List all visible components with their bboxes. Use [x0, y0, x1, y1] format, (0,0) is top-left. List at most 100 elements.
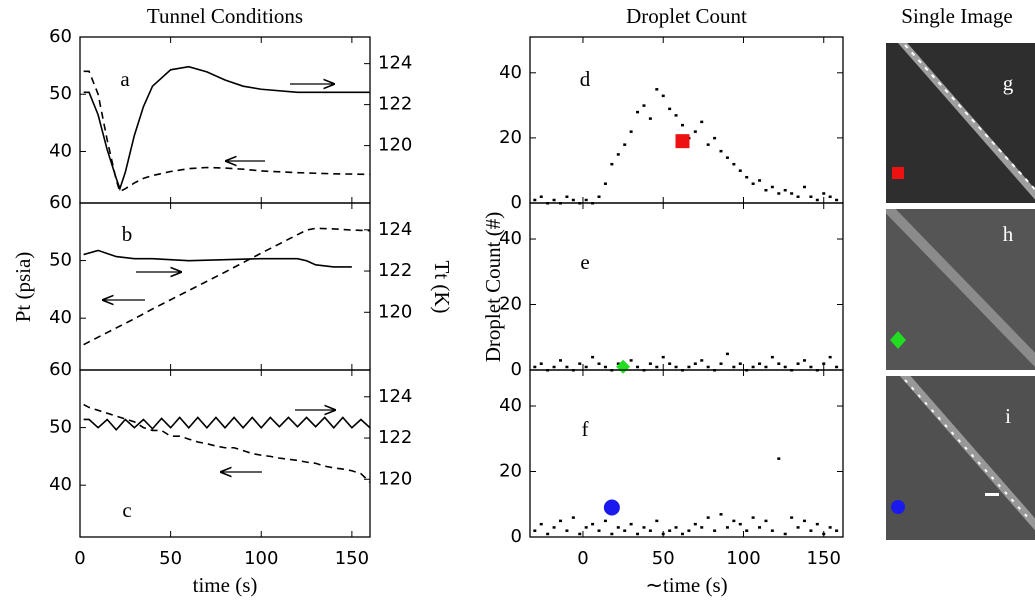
- data-point: [796, 526, 800, 529]
- data-point: [777, 457, 781, 460]
- y-tick-label: 40: [499, 62, 522, 83]
- y2-tick-label: 120: [378, 468, 412, 489]
- data-point: [745, 529, 749, 532]
- x-tick-label: 150: [335, 548, 369, 569]
- data-point: [584, 365, 588, 369]
- data-point: [700, 359, 704, 362]
- y-tick-label: 0: [511, 359, 522, 380]
- data-point: [597, 529, 601, 532]
- data-point: [693, 362, 697, 365]
- data-point: [828, 195, 832, 198]
- y-tick-label: 20: [499, 461, 522, 482]
- panel-label: d: [580, 67, 591, 91]
- column-title: Droplet Count: [626, 4, 747, 28]
- data-line: [83, 70, 371, 193]
- data-line: [83, 227, 371, 346]
- panel-label: a: [120, 67, 130, 91]
- y-tick-label: 40: [499, 228, 522, 249]
- data-point: [700, 526, 704, 529]
- data-point: [770, 355, 774, 359]
- data-point: [629, 130, 633, 133]
- data-point: [603, 182, 607, 185]
- data-point: [822, 532, 826, 536]
- y2-tick-label: 124: [378, 219, 412, 240]
- data-point: [623, 143, 627, 146]
- x-tick-label: 0: [74, 548, 85, 569]
- y-axis-label: Pt (psia): [11, 252, 35, 323]
- data-point: [552, 526, 556, 529]
- data-point: [642, 104, 646, 107]
- data-point: [591, 522, 595, 526]
- data-point: [661, 532, 665, 536]
- plot-frame: [79, 369, 371, 538]
- data-point: [764, 365, 768, 369]
- data-point: [623, 529, 627, 532]
- y2-tick-label: 122: [378, 427, 412, 448]
- data-point: [533, 198, 537, 202]
- data-point: [655, 519, 659, 523]
- data-point: [539, 195, 543, 198]
- data-point: [706, 143, 710, 146]
- data-point: [571, 198, 575, 202]
- data-point: [616, 526, 620, 529]
- data-point: [687, 529, 691, 532]
- data-point: [738, 522, 742, 526]
- data-point: [835, 365, 839, 369]
- data-point: [584, 526, 588, 529]
- data-point: [796, 362, 800, 365]
- y2-tick-label: 120: [378, 135, 412, 156]
- data-point: [822, 362, 826, 365]
- y-tick-label: 50: [49, 83, 72, 104]
- data-point: [783, 365, 787, 369]
- plot-frame: [529, 369, 844, 538]
- plot-frame: [529, 36, 844, 204]
- data-point: [796, 195, 800, 198]
- data-point: [815, 522, 819, 526]
- data-point: [668, 362, 672, 365]
- data-point: [668, 107, 672, 111]
- data-point: [648, 117, 652, 120]
- data-point: [719, 149, 723, 153]
- data-point: [751, 516, 755, 519]
- data-point: [764, 188, 768, 192]
- data-point: [636, 110, 640, 114]
- data-point: [571, 516, 575, 519]
- y-tick-label: 60: [49, 359, 72, 380]
- y-tick-label: 20: [499, 294, 522, 315]
- data-point: [758, 362, 762, 365]
- image-i: [886, 376, 1035, 540]
- data-point: [597, 195, 601, 198]
- data-point: [809, 365, 813, 369]
- data-line: [83, 65, 370, 192]
- data-point: [674, 114, 678, 117]
- data-point: [565, 365, 569, 369]
- y-tick-label: 20: [499, 127, 522, 148]
- data-point: [809, 195, 813, 198]
- y-tick-label: 0: [511, 526, 522, 547]
- y2-tick-label: 120: [378, 301, 412, 322]
- x-axis-label: time (s): [193, 573, 258, 597]
- data-point: [738, 169, 742, 172]
- data-point: [636, 532, 640, 536]
- data-point: [770, 529, 774, 532]
- data-point: [636, 365, 640, 369]
- data-point: [565, 195, 569, 198]
- highlight-marker: [603, 499, 620, 516]
- y2-tick-label: 122: [378, 260, 412, 281]
- y-tick-label: 60: [49, 192, 72, 213]
- y2-tick-label: 124: [378, 53, 412, 74]
- data-point: [732, 365, 736, 369]
- data-point: [552, 198, 556, 202]
- data-point: [802, 185, 806, 189]
- data-point: [693, 522, 697, 526]
- data-point: [610, 162, 614, 166]
- panel-label: b: [122, 222, 133, 246]
- data-point: [539, 522, 543, 526]
- data-point: [802, 519, 806, 523]
- data-point: [616, 362, 620, 365]
- image-g: [886, 43, 1035, 203]
- data-point: [674, 526, 678, 529]
- data-point: [642, 526, 646, 529]
- data-point: [835, 529, 839, 532]
- data-point: [680, 123, 684, 127]
